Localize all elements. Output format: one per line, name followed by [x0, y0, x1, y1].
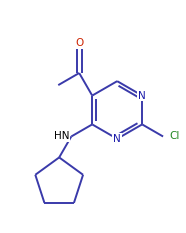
Text: N: N — [138, 91, 146, 101]
Text: N: N — [113, 134, 121, 144]
Text: O: O — [75, 38, 83, 48]
Text: Cl: Cl — [170, 131, 180, 141]
Text: HN: HN — [54, 131, 69, 141]
